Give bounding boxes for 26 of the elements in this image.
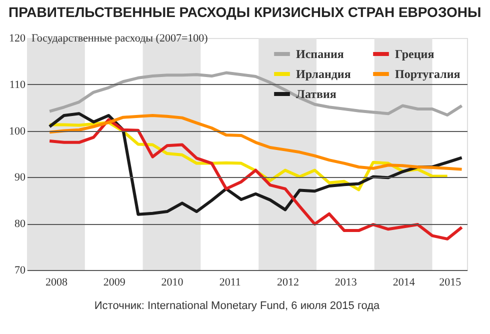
y-axis-title: Государственные расходы (2007=100) bbox=[32, 32, 208, 44]
x-tick-label: 2010 bbox=[161, 276, 184, 288]
line-series bbox=[48, 71, 464, 117]
y-tick-label: 100 bbox=[9, 125, 26, 138]
legend-label: Латвия bbox=[296, 87, 337, 101]
line-series bbox=[48, 114, 464, 171]
legend-label: Ирландия bbox=[296, 67, 352, 81]
x-tick-label: 2013 bbox=[334, 276, 358, 288]
line-series bbox=[48, 112, 464, 216]
x-tick-label: 2012 bbox=[277, 276, 300, 288]
x-tick-label: 2015 bbox=[439, 276, 462, 288]
y-tick-label: 70 bbox=[14, 264, 26, 276]
legend-label: Греция bbox=[395, 47, 435, 61]
text: Источник: International Monetary Fund, 6 июля 2015 года bbox=[94, 300, 380, 312]
line-series bbox=[48, 118, 464, 240]
legend-label: Испания bbox=[296, 47, 344, 61]
legend-label: Португалия bbox=[395, 67, 461, 81]
chart-title: ПРАВИТЕЛЬСТВЕННЫЕ РАСХОДЫ КРИЗИСНЫХ СТРАН ЕВРОЗОНЫ bbox=[8, 4, 482, 20]
y-tick-label: 80 bbox=[14, 218, 26, 230]
x-tick-label: 2014 bbox=[392, 276, 416, 288]
y-tick-label: 110 bbox=[9, 78, 26, 91]
x-tick-label: 2011 bbox=[219, 276, 241, 288]
y-tick-label: 90 bbox=[14, 172, 26, 184]
x-tick-label: 2009 bbox=[103, 276, 126, 288]
y-tick-label: 120 bbox=[9, 32, 26, 44]
x-tick-label: 2008 bbox=[45, 276, 68, 288]
